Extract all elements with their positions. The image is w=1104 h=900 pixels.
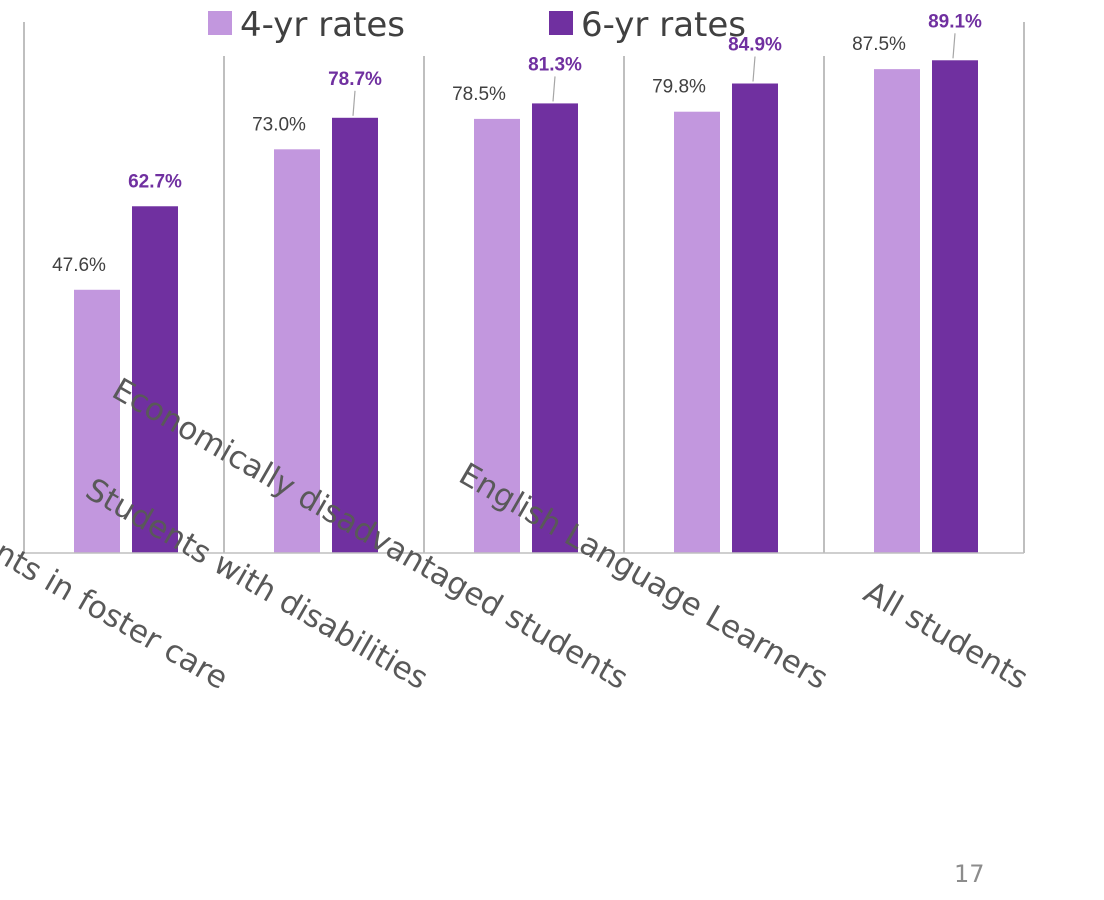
data-label-4yr: 79.8% [652, 77, 706, 98]
bar-4yr [874, 69, 920, 553]
category-label: Students with disabilities [79, 471, 434, 696]
leader-line [552, 76, 556, 102]
data-label-4yr: 87.5% [852, 34, 906, 55]
bar-6yr [932, 60, 978, 553]
legend-swatch [208, 11, 232, 35]
leader-line [752, 56, 756, 82]
legend-label: 4-yr rates [240, 5, 405, 45]
leader-line [952, 33, 956, 59]
label-leader-lines [352, 33, 956, 116]
page-number: 17 [954, 860, 985, 888]
data-label-6yr: 84.9% [728, 35, 782, 56]
legend: 4-yr rates 6-yr rates [208, 5, 746, 45]
bars [74, 60, 978, 554]
leader-line [352, 90, 356, 116]
bar-6yr [532, 103, 578, 553]
data-label-4yr: 47.6% [52, 255, 106, 276]
data-label-6yr: 81.3% [528, 54, 582, 75]
bar-6yr [132, 206, 178, 554]
data-label-6yr: 78.7% [328, 69, 382, 90]
bar-4yr [74, 289, 120, 553]
data-label-6yr: 89.1% [928, 11, 982, 32]
bar-4yr [274, 149, 320, 553]
bar-6yr [732, 83, 778, 554]
data-labels: 47.6% 62.7% 73.0% 78.7% 78.5% 81.3% 79.8% 84.9%… [52, 11, 982, 275]
legend-swatch [549, 11, 573, 35]
bar-6yr [332, 117, 378, 553]
bar-4yr [674, 111, 720, 554]
data-label-6yr: 62.7% [128, 171, 182, 192]
bar-4yr [474, 118, 520, 554]
legend-label: 6-yr rates [581, 5, 746, 45]
category-label: All students [858, 574, 1034, 697]
data-label-4yr: 73.0% [252, 114, 306, 135]
data-label-4yr: 78.5% [452, 84, 506, 105]
category-dividers [23, 22, 1025, 553]
